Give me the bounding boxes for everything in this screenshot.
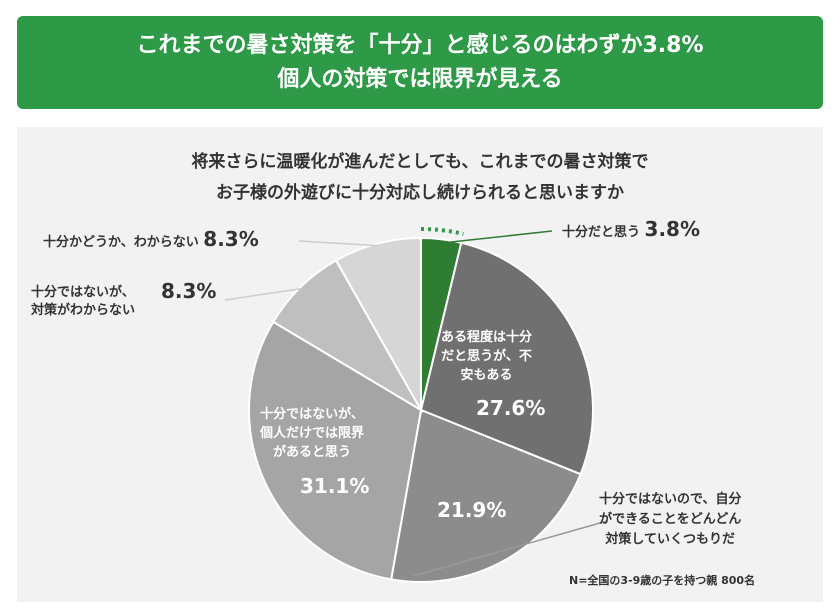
sample-note: N=全国の3-9歳の子を持つ親 800名 xyxy=(569,574,756,587)
label-slice-3-line1: 十分ではないが、 xyxy=(260,407,364,422)
label-slice-3-line3: があると思う xyxy=(273,445,352,460)
label-slice-3: 十分ではないが、 個人だけでは限界 があると思う xyxy=(260,405,364,462)
label-slice-1-line1: ある程度は十分 xyxy=(441,330,533,345)
header-title-line2: 個人の対策では限界が見える xyxy=(277,66,563,92)
label-slice-5-text: 十分かどうか、わからない xyxy=(43,235,199,250)
header-banner: これまでの暑さ対策を「十分」と感じるのはわずか3.8% 個人の対策では限界が見え… xyxy=(17,16,823,109)
label-slice-0: 十分だと思う 3.8% xyxy=(562,217,701,242)
label-slice-1-line3: 安もある xyxy=(460,368,513,383)
pie-slice-4 xyxy=(271,259,424,413)
label-slice-4-line1: 十分ではないが、 xyxy=(31,285,135,300)
chart-panel: 将来さらに温暖化が進んだとしても、これまでの暑さ対策で お子様の外遊びに十分対応… xyxy=(17,127,823,602)
leader-line-slice-5 xyxy=(298,240,378,247)
label-slice-4-value: 8.3% xyxy=(161,279,217,303)
question-line2: お子様の外遊びに十分対応し続けられると思いますか xyxy=(216,183,624,203)
label-slice-2-value: 21.9% xyxy=(437,498,507,522)
question-line1: 将来さらに温暖化が進んだとしても、これまでの暑さ対策で xyxy=(191,152,649,172)
pie-chart xyxy=(224,227,608,583)
pie-slice-2 xyxy=(390,408,582,583)
label-slice-1-line2: だと思うが、不 xyxy=(441,349,532,364)
label-slice-3-line2: 個人だけでは限界 xyxy=(260,426,365,441)
highlight-dotted-arc xyxy=(420,227,464,236)
label-slice-2-line3: 対策していくつもりだ xyxy=(605,532,736,547)
label-slice-2-line1: 十分ではないので、自分 xyxy=(599,492,742,507)
label-slice-5: 十分かどうか、わからない 8.3% xyxy=(43,227,259,252)
label-slice-0-value: 3.8% xyxy=(644,217,701,241)
survey-question: 将来さらに温暖化が進んだとしても、これまでの暑さ対策で お子様の外遊びに十分対応… xyxy=(17,147,823,209)
pie-slice-5 xyxy=(334,236,422,414)
leader-line-slice-2 xyxy=(413,520,608,577)
label-slice-3-value: 31.1% xyxy=(300,474,370,498)
pie-slice-3 xyxy=(248,320,423,581)
header-title-line1: これまでの暑さ対策を「十分」と感じるのはわずか3.8% xyxy=(136,32,704,58)
label-slice-1: ある程度は十分 だと思うが、不 安もある xyxy=(441,328,532,385)
label-slice-5-value: 8.3% xyxy=(203,227,259,251)
label-slice-4: 十分ではないが、 対策がわからない xyxy=(31,284,135,320)
label-slice-0-text: 十分だと思う xyxy=(562,225,641,240)
leader-line-slice-4 xyxy=(224,287,303,301)
label-slice-4-line2: 対策がわからない xyxy=(31,303,136,318)
label-slice-2-line2: ができることをどんどん xyxy=(599,512,742,527)
label-slice-1-value: 27.6% xyxy=(476,396,546,420)
label-slice-2: 十分ではないので、自分 ができることをどんどん 対策していくつもりだ xyxy=(599,490,741,550)
pie-slice-1 xyxy=(419,241,594,476)
label-slice-4-value-box: 8.3% xyxy=(161,279,217,304)
leader-line-slice-0 xyxy=(440,230,553,244)
